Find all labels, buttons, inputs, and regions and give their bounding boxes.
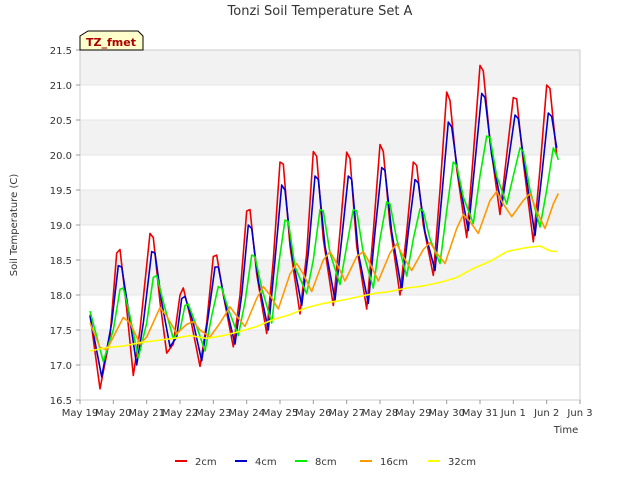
y-tick-label: 18.5 [50, 256, 72, 267]
legend-label-2cm: 2cm [195, 457, 217, 468]
y-tick-label: 20.0 [50, 151, 72, 162]
x-tick-label: May 19 [62, 408, 99, 419]
grid-band [80, 330, 580, 365]
legend-label-32cm: 32cm [448, 457, 476, 468]
y-tick-label: 19.5 [50, 186, 72, 197]
legend-label-16cm: 16cm [380, 457, 408, 468]
annotation-label: TZ_fmet [86, 36, 136, 49]
x-tick-label: Jun 2 [533, 408, 559, 419]
legend-label-8cm: 8cm [315, 457, 337, 468]
x-tick-label: May 27 [328, 408, 365, 419]
x-tick-label: May 31 [462, 408, 499, 419]
series-line-16cm [89, 190, 560, 351]
x-tick-label: May 26 [295, 408, 332, 419]
series-lines [89, 64, 560, 390]
y-tick-label: 20.5 [50, 116, 72, 127]
x-tick-label: Jun 3 [566, 408, 592, 419]
y-tick-label: 21.0 [50, 81, 72, 92]
grid-band [80, 260, 580, 295]
grid-band [80, 295, 580, 330]
series-line-2cm [89, 64, 558, 390]
annotation-box: TZ_fmet [79, 30, 144, 51]
series-line-4cm [89, 92, 558, 378]
x-tick-label: May 21 [128, 408, 165, 419]
chart-title: Tonzi Soil Temperature Set A [227, 4, 413, 19]
grid-band [80, 365, 580, 400]
grid-bands [80, 49, 580, 401]
y-tick-label: 19.0 [50, 221, 72, 232]
y-axis: 16.5 17.0 17.5 18.0 18.5 19.0 19.5 20.0 20.5 21.0… [50, 46, 80, 407]
y-tick-label: 16.5 [50, 396, 72, 407]
x-axis-label: Time [553, 425, 578, 436]
grid-band [80, 85, 580, 120]
x-tick-label: May 28 [362, 408, 399, 419]
x-tick-label: May 24 [228, 408, 265, 419]
x-tick-label: May 25 [262, 408, 299, 419]
x-tick-label: Jun 1 [500, 408, 526, 419]
x-tick-label: May 22 [162, 408, 199, 419]
grid-band [80, 120, 580, 155]
series-line-32cm [89, 245, 557, 352]
y-tick-label: 17.0 [50, 361, 72, 372]
grid-band [80, 50, 580, 85]
y-axis-label: Soil Temperature (C) [9, 174, 20, 277]
x-tick-label: May 23 [195, 408, 232, 419]
y-tick-label: 17.5 [50, 326, 72, 337]
legend-label-4cm: 4cm [255, 457, 277, 468]
y-tick-label: 21.5 [50, 46, 72, 57]
y-tick-label: 18.0 [50, 291, 72, 302]
legend: 2cm 4cm 8cm 16cm 32cm [175, 457, 476, 468]
x-tick-label: May 29 [395, 408, 432, 419]
x-tick-label: May 30 [428, 408, 465, 419]
x-tick-label: May 20 [95, 408, 132, 419]
